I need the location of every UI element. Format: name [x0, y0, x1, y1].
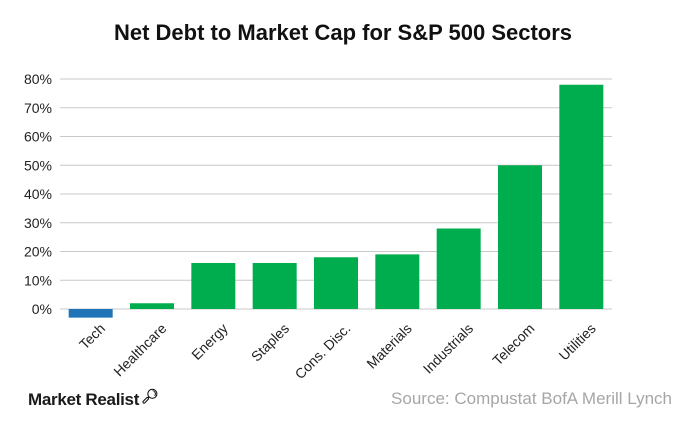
- y-tick-label: 80%: [24, 71, 52, 87]
- y-tick-label: 70%: [24, 100, 52, 116]
- y-axis: 0% 10% 20% 30% 40% 50% 60% 70% 80%: [24, 71, 52, 317]
- y-tick-label: 10%: [24, 272, 52, 288]
- bar-healthcare: [130, 303, 174, 309]
- y-tick-label: 0%: [32, 301, 52, 317]
- magnifier-icon: 🔎︎: [141, 388, 159, 404]
- category-label: Staples: [248, 320, 292, 364]
- y-tick-label: 50%: [24, 157, 52, 173]
- bar-cons-disc: [314, 257, 358, 309]
- category-label: Tech: [76, 320, 108, 352]
- category-label: Telecom: [489, 320, 537, 368]
- x-axis: Tech Healthcare Energy Staples Cons. Disc. Ma…: [76, 320, 599, 382]
- brand-name: Market Realist: [28, 390, 140, 409]
- bar-tech: [68, 309, 113, 318]
- bar-utilities: [559, 84, 604, 309]
- y-tick-label: 60%: [24, 129, 52, 145]
- category-label: Industrials: [420, 320, 476, 376]
- category-label: Healthcare: [110, 320, 169, 379]
- category-label: Utilities: [556, 320, 599, 363]
- category-label: Cons. Disc.: [292, 320, 354, 382]
- source-note: Source: Compustat BofA Merill Lynch: [391, 389, 672, 408]
- chart-title: Net Debt to Market Cap for S&P 500 Secto…: [113, 20, 573, 45]
- bar-telecom: [498, 165, 542, 309]
- bar-staples: [252, 263, 297, 309]
- bar-industrials: [436, 228, 481, 309]
- y-tick-label: 30%: [24, 215, 52, 231]
- category-label: Energy: [188, 320, 231, 363]
- category-label: Materials: [363, 320, 414, 371]
- bar-materials: [375, 254, 420, 309]
- y-tick-label: 20%: [24, 244, 52, 260]
- y-tick-label: 40%: [24, 186, 52, 202]
- bar-energy: [191, 263, 236, 309]
- market-realist-logo: Market Realist 🔎︎: [28, 388, 159, 410]
- bars: [68, 84, 604, 318]
